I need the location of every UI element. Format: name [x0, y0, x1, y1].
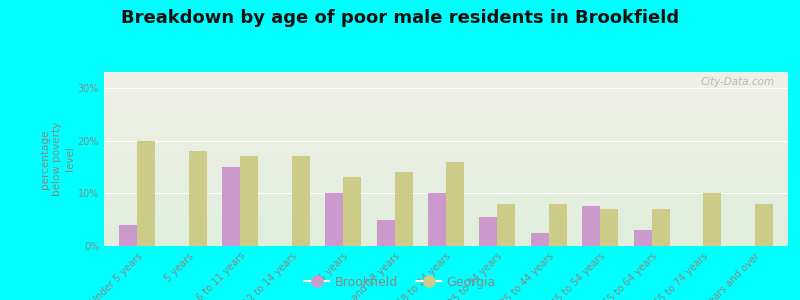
Bar — [292, 156, 310, 246]
Bar — [498, 204, 515, 246]
Legend: Brookfield, Georgia: Brookfield, Georgia — [299, 271, 501, 294]
Bar — [343, 178, 361, 246]
Bar — [222, 167, 240, 246]
Bar — [428, 193, 446, 246]
Bar — [703, 193, 721, 246]
Bar — [754, 204, 773, 246]
Y-axis label: percentage
below poverty
level: percentage below poverty level — [40, 122, 75, 196]
Bar — [600, 209, 618, 246]
Text: Breakdown by age of poor male residents in Brookfield: Breakdown by age of poor male residents … — [121, 9, 679, 27]
Bar — [634, 230, 652, 246]
Bar — [325, 193, 343, 246]
Text: City-Data.com: City-Data.com — [700, 77, 774, 87]
Bar — [446, 162, 464, 246]
Bar — [479, 217, 498, 246]
Bar — [240, 156, 258, 246]
Bar — [189, 151, 207, 246]
Bar — [531, 233, 549, 246]
Bar — [377, 220, 394, 246]
Bar — [138, 140, 155, 246]
Bar — [549, 204, 567, 246]
Bar — [119, 225, 138, 246]
Bar — [394, 172, 413, 246]
Bar — [652, 209, 670, 246]
Bar — [582, 206, 600, 246]
